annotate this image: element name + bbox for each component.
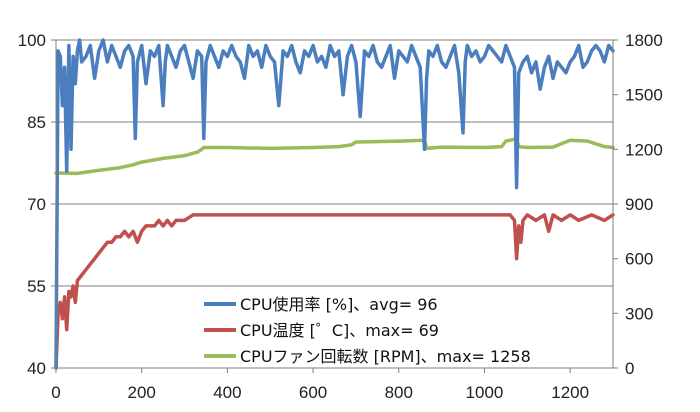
legend: CPU使用率 [%]、avg= 96 CPU温度 [゜C]、max= 69 CP… xyxy=(204,295,531,366)
y-tick-label-right-6: 1800 xyxy=(625,31,663,50)
y-tick-label-left-1: 55 xyxy=(27,277,46,296)
y-tick-label-left-4: 100 xyxy=(18,31,46,50)
x-tick-label-4: 800 xyxy=(385,383,413,402)
x-tick-label-2: 400 xyxy=(213,383,241,402)
y-tick-label-right-4: 1200 xyxy=(625,140,663,159)
y-tick-label-left-0: 40 xyxy=(27,359,46,378)
y-tick-label-right-5: 1500 xyxy=(625,86,663,105)
legend-label-cpu-temp: CPU温度 [゜C]、max= 69 xyxy=(240,321,439,340)
y-tick-label-right-0: 0 xyxy=(625,359,634,378)
x-tick-label-6: 1200 xyxy=(551,383,589,402)
y-tick-label-left-2: 70 xyxy=(27,195,46,214)
legend-label-cpu-usage: CPU使用率 [%]、avg= 96 xyxy=(240,295,438,314)
y-tick-label-right-3: 900 xyxy=(625,195,653,214)
x-tick-label-5: 1000 xyxy=(466,383,504,402)
series-line-cpu-temp xyxy=(54,213,615,370)
y-tick-label-left-3: 85 xyxy=(27,113,46,132)
x-tick-label-3: 600 xyxy=(299,383,327,402)
legend-item-cpu-temp: CPU温度 [゜C]、max= 69 xyxy=(204,321,439,340)
legend-item-fan-rpm: CPUファン回転数 [RPM]、max= 1258 xyxy=(204,347,531,366)
x-tick-label-0: 0 xyxy=(51,383,60,402)
series-line-fan-rpm xyxy=(54,137,615,176)
y-tick-label-right-1: 300 xyxy=(625,304,653,323)
plot-area xyxy=(54,38,615,370)
gridlines xyxy=(56,39,613,369)
legend-label-fan-rpm: CPUファン回転数 [RPM]、max= 1258 xyxy=(240,347,531,366)
series-line-cpu-usage xyxy=(54,38,615,370)
y-tick-label-right-2: 600 xyxy=(625,250,653,269)
legend-item-cpu-usage: CPU使用率 [%]、avg= 96 xyxy=(204,295,438,314)
x-tick-label-1: 200 xyxy=(128,383,156,402)
